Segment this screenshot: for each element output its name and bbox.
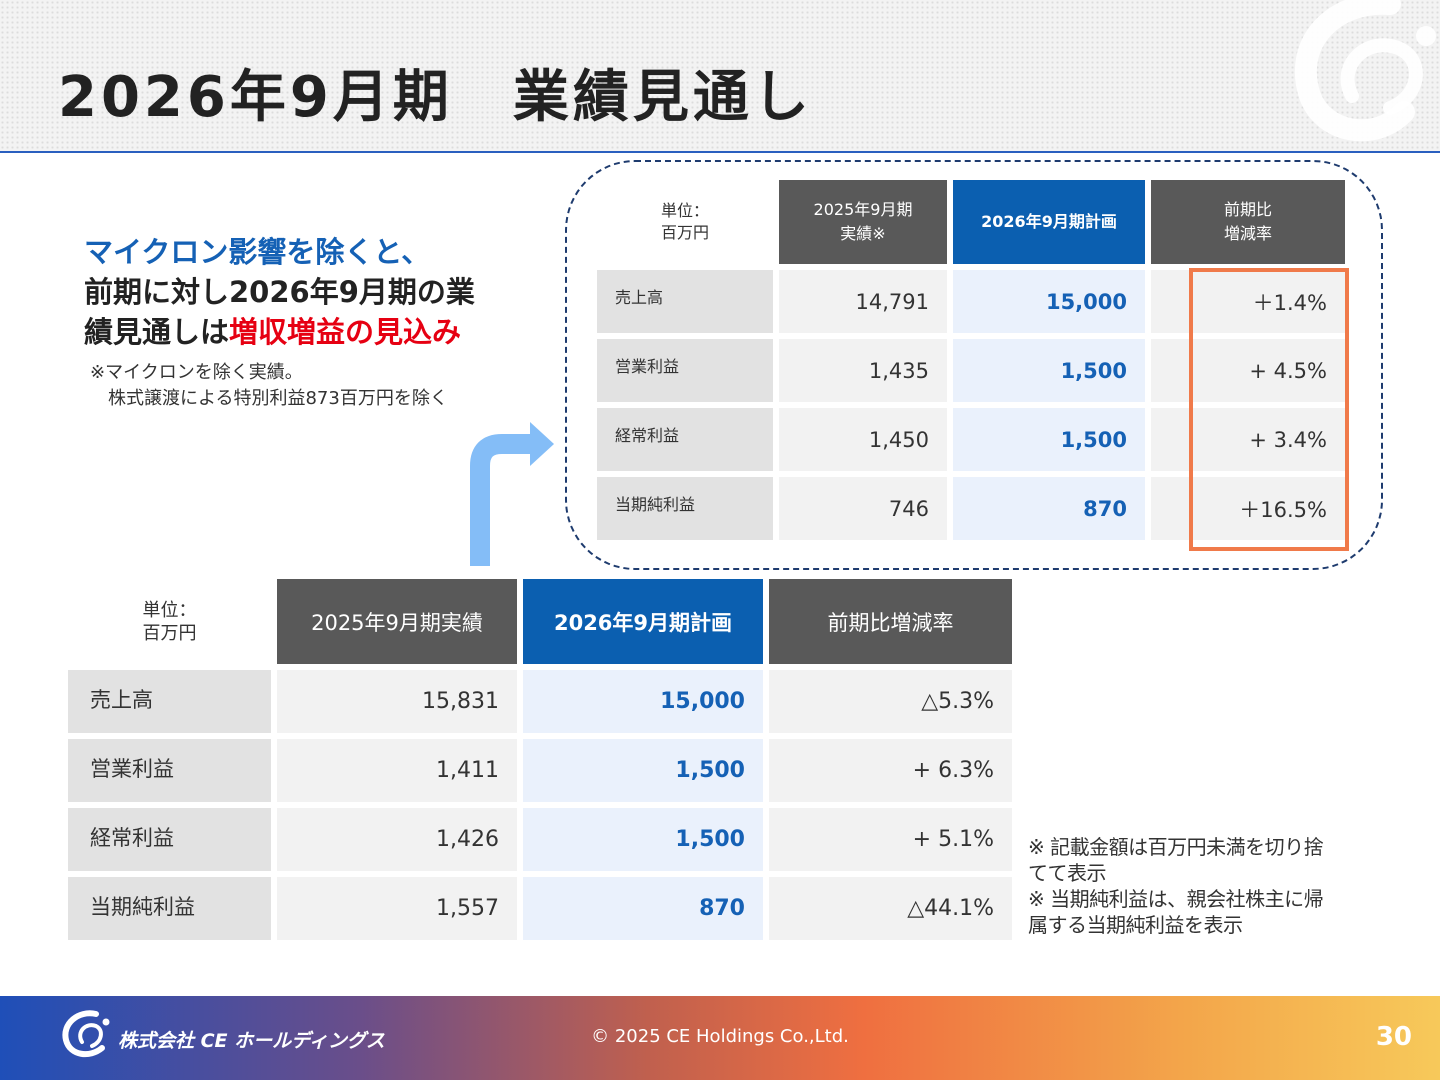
table-row: 売上高 14,791 15,000 ＋1.4%	[597, 270, 1345, 333]
actual-value: 1,557	[277, 877, 517, 940]
table-row: 営業利益 1,411 1,500 + 6.3%	[68, 739, 1012, 802]
callout-line-3-prefix: 績見通しは	[84, 315, 230, 349]
plan-value: 1,500	[953, 339, 1145, 402]
plan-value: 1,500	[953, 408, 1145, 471]
change-value: △44.1%	[769, 877, 1012, 940]
change-value: + 6.3%	[769, 739, 1012, 802]
table-row: 営業利益 1,435 1,500 + 4.5%	[597, 339, 1345, 402]
actual-value: 14,791	[779, 270, 947, 333]
header-plan: 2026年9月期計画	[523, 579, 763, 664]
curved-up-right-arrow-icon	[470, 422, 554, 566]
change-value: ＋16.5%	[1151, 477, 1345, 540]
row-label: 当期純利益	[68, 877, 271, 940]
plan-value: 870	[953, 477, 1145, 540]
change-highlight-frame	[1189, 268, 1349, 551]
change-value: ＋1.4%	[1151, 270, 1345, 333]
actual-value: 1,426	[277, 808, 517, 871]
row-label: 経常利益	[68, 808, 271, 871]
table-row: 当期純利益 746 870 ＋16.5%	[597, 477, 1345, 540]
actual-value: 1,411	[277, 739, 517, 802]
footnote-net-income: ※ 当期純利益は、親会社株主に帰属する当期純利益を表示	[1028, 887, 1324, 937]
row-label: 営業利益	[68, 739, 271, 802]
page-title: 2026年9月期 業績見通し	[58, 65, 813, 130]
actual-value: 1,450	[779, 408, 947, 471]
header-change: 前期比 増減率	[1151, 180, 1345, 264]
actual-value: 1,435	[779, 339, 947, 402]
plan-value: 1,500	[523, 808, 763, 871]
footnotes: ※ 記載金額は百万円未満を切り捨てて表示 ※ 当期純利益は、親会社株主に帰属する…	[1028, 834, 1338, 938]
page-number: 30	[1375, 1022, 1412, 1052]
callout-message: マイクロン影響を除くと、 前期に対し2026年9月期の業 績見通しは増収増益の見…	[84, 232, 544, 352]
callout-line-2: 前期に対し2026年9月期の業	[84, 275, 475, 309]
plan-value: 870	[523, 877, 763, 940]
reported-forecast-table: 単位： 百万円 2025年9月期実績 2026年9月期計画 前期比増減率 売上高…	[62, 573, 1018, 946]
change-value: △5.3%	[769, 670, 1012, 733]
row-label: 売上高	[597, 270, 773, 333]
table-header-row: 単位： 百万円 2025年9月期 実績※ 2026年9月期計画 前期比 増減率	[597, 180, 1345, 264]
actual-value: 15,831	[277, 670, 517, 733]
callout-line-3: 績見通しは増収増益の見込み	[84, 312, 544, 352]
table-header-row: 単位： 百万円 2025年9月期実績 2026年9月期計画 前期比増減率	[68, 579, 1012, 664]
row-label: 当期純利益	[597, 477, 773, 540]
row-label: 営業利益	[597, 339, 773, 402]
change-value: + 3.4%	[1151, 408, 1345, 471]
callout-emphasis: 増収増益の見込み	[229, 315, 462, 349]
plan-value: 1,500	[523, 739, 763, 802]
change-value: + 4.5%	[1151, 339, 1345, 402]
ce-logo-icon	[62, 1010, 110, 1058]
plan-value: 15,000	[523, 670, 763, 733]
table-row: 当期純利益 1,557 870 △44.1%	[68, 877, 1012, 940]
table-row: 経常利益 1,426 1,500 + 5.1%	[68, 808, 1012, 871]
unit-label: 単位： 百万円	[660, 201, 709, 242]
copyright-notice: © 2025 CE Holdings Co.,Ltd.	[591, 1026, 849, 1047]
row-label: 売上高	[68, 670, 271, 733]
table-row: 経常利益 1,450 1,500 + 3.4%	[597, 408, 1345, 471]
callout-note: ※マイクロンを除く実績。 株式譲渡による特別利益873百万円を除く	[90, 362, 448, 409]
header-plan: 2026年9月期計画	[953, 180, 1145, 264]
adjusted-forecast-frame	[565, 160, 1383, 570]
adjusted-forecast-table: 単位： 百万円 2025年9月期 実績※ 2026年9月期計画 前期比 増減率 …	[591, 174, 1351, 546]
header-prev-actual: 2025年9月期実績	[277, 579, 517, 664]
footer-bar: 株式会社 CE ホールディングス © 2025 CE Holdings Co.,…	[0, 996, 1440, 1080]
change-value: + 5.1%	[769, 808, 1012, 871]
actual-value: 746	[779, 477, 947, 540]
row-label: 経常利益	[597, 408, 773, 471]
footnote-rounding: ※ 記載金額は百万円未満を切り捨てて表示	[1028, 835, 1324, 885]
ce-logo-mark-icon	[1294, 0, 1436, 142]
callout-line-1: マイクロン影響を除くと、	[84, 235, 431, 269]
title-banner: 2026年9月期 業績見通し	[0, 0, 1440, 153]
footer-company-name: 株式会社 CE ホールディングス	[118, 1030, 385, 1052]
plan-value: 15,000	[953, 270, 1145, 333]
unit-label: 単位： 百万円	[142, 599, 197, 644]
header-prev-actual: 2025年9月期 実績※	[779, 180, 947, 264]
table-row: 売上高 15,831 15,000 △5.3%	[68, 670, 1012, 733]
header-change: 前期比増減率	[769, 579, 1012, 664]
